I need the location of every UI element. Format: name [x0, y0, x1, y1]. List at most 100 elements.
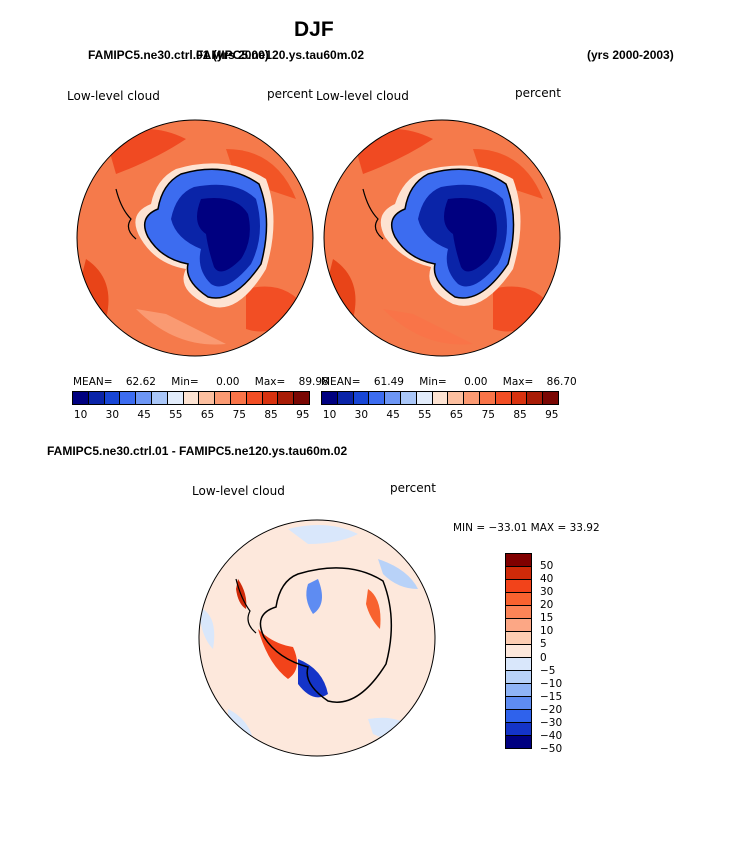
diff-colorbar-swatch — [506, 632, 531, 645]
colorbar-2-tick-label: 85 — [513, 409, 527, 421]
mean-label: MEAN= — [73, 376, 113, 388]
diff-colorbar-swatch — [506, 736, 531, 748]
max-label: Max= — [254, 376, 286, 388]
colorbar-1-swatch — [183, 392, 200, 404]
colorbar-2-swatch — [464, 392, 480, 404]
colorbar-1-swatch — [262, 392, 279, 404]
diff-colorbar-tick-label: 50 — [540, 560, 554, 573]
colorbar-2-swatch — [416, 392, 433, 404]
colorbar-1-tick-label: 55 — [169, 409, 183, 421]
diff-colorbar-tick-label: −30 — [540, 716, 563, 729]
colorbar-1-swatch — [151, 392, 168, 404]
colorbar-1-tick-label: 30 — [105, 409, 120, 421]
colorbar-2-swatch — [385, 392, 401, 404]
case-name-overlay: FAMIPC5.ne120.ys.tau60m.02 — [196, 48, 365, 62]
diff-colorbar-swatch — [506, 658, 531, 671]
page-title: DJF — [294, 18, 334, 41]
panel1-units-label: percent — [267, 87, 313, 101]
diff-colorbar-swatch — [506, 710, 531, 723]
colorbar-2-tick-label: 10 — [322, 409, 337, 421]
diff-minmax: MIN = −33.01 MAX = 33.92 — [453, 522, 600, 534]
colorbar-2-tick-label: 45 — [386, 409, 400, 421]
max-value: 89.98 — [298, 376, 329, 388]
polar-map-2 — [323, 119, 561, 357]
colorbar-1-swatch — [215, 392, 231, 404]
panel2-units-label: percent — [515, 86, 561, 100]
diff-colorbar-tick-label: 10 — [540, 625, 554, 638]
colorbar-2-tick-label: 55 — [418, 409, 432, 421]
mean-value: 62.62 — [125, 376, 156, 388]
colorbar-1-swatch — [73, 392, 89, 404]
colorbar-2-swatch — [353, 392, 370, 404]
diff-colorbar-swatch — [506, 619, 531, 632]
colorbar-2-swatch — [448, 392, 465, 404]
diff-colorbar — [505, 553, 532, 749]
colorbar-2-swatch — [543, 392, 558, 404]
colorbar-2-tick-label: 75 — [481, 409, 495, 421]
panel2-variable-label: Low-level cloud — [316, 89, 409, 103]
diff-colorbar-tick-label: −40 — [540, 729, 563, 742]
diff-colorbar-swatch — [506, 697, 531, 710]
colorbar-2-swatch — [527, 392, 544, 404]
colorbar-2-swatch — [495, 392, 512, 404]
diff-colorbar-tick-label: 30 — [540, 586, 554, 599]
case-name-left: FAMIPC5.ne30.ctrl.01 (yrs 2000) — [88, 48, 269, 62]
colorbar-1-swatch — [136, 392, 152, 404]
colorbar-2-swatch — [369, 392, 386, 404]
colorbar-2-swatch — [511, 392, 528, 404]
diff-colorbar-swatch — [506, 645, 531, 658]
diff-colorbar-swatch — [506, 606, 531, 619]
colorbar-1-tick-label: 85 — [264, 409, 278, 421]
diff-colorbar-swatch — [506, 593, 531, 606]
diff-colorbar-tick-label: 40 — [540, 573, 554, 586]
polar-map-diff — [198, 519, 436, 757]
colorbar-2-swatch — [337, 392, 354, 404]
colorbar-2-swatch — [479, 392, 496, 404]
diff-title: FAMIPC5.ne30.ctrl.01 - FAMIPC5.ne120.ys.… — [47, 444, 348, 458]
colorbar-1-tick-label: 95 — [296, 409, 310, 421]
colorbar-1-swatch — [246, 392, 263, 404]
diff-colorbar-swatch — [506, 554, 531, 567]
colorbar-2-swatch — [322, 392, 338, 404]
colorbar-1-tick-label: 45 — [137, 409, 151, 421]
colorbar-2-tick-label: 65 — [449, 409, 464, 421]
panel1-stats: MEAN= 62.62 Min= 0.00 Max= 89.98 — [73, 376, 329, 388]
diff-variable-label: Low-level cloud — [192, 484, 285, 498]
diff-colorbar-tick-label: −50 — [540, 743, 563, 755]
diff-colorbar-tick-label: 15 — [540, 612, 554, 625]
panel1-variable-label: Low-level cloud — [67, 89, 160, 103]
diff-colorbar-swatch — [506, 684, 531, 697]
diff-colorbar-tick-label: −20 — [540, 703, 563, 716]
diff-colorbar-swatch — [506, 580, 531, 593]
colorbar-1-swatch — [294, 392, 309, 404]
colorbar-1-tick-label: 75 — [232, 409, 246, 421]
colorbar-2-ticks: 10 30 45 55 65 75 85 95 — [321, 409, 559, 423]
diff-colorbar-swatch — [506, 567, 531, 580]
min-value: 0.00 — [216, 376, 240, 388]
colorbar-1-swatch — [88, 392, 105, 404]
colorbar-1-tick-label: 65 — [200, 409, 215, 421]
colorbar-2 — [321, 391, 559, 405]
colorbar-1-tick-label: 10 — [73, 409, 88, 421]
diff-colorbar-tick-label: 0 — [540, 651, 547, 664]
diff-colorbar-tick-label: −15 — [540, 690, 563, 703]
colorbar-1-swatch — [230, 392, 247, 404]
colorbar-1-swatch — [167, 392, 184, 404]
diff-colorbar-tick-label: 5 — [540, 638, 547, 651]
colorbar-1-swatch — [120, 392, 137, 404]
diff-colorbar-swatch — [506, 671, 531, 684]
diff-colorbar-swatch — [506, 723, 531, 736]
max-label: Max= — [502, 376, 534, 388]
polar-map-1 — [76, 119, 314, 357]
case-years: (yrs 2000-2003) — [587, 48, 674, 62]
colorbar-2-tick-label: 30 — [354, 409, 369, 421]
mean-value: 61.49 — [373, 376, 404, 388]
max-value: 86.70 — [546, 376, 577, 388]
mean-label: MEAN= — [321, 376, 361, 388]
diff-colorbar-tick-label: 20 — [540, 599, 554, 612]
colorbar-2-swatch — [432, 392, 449, 404]
diff-units-label: percent — [390, 481, 436, 495]
diff-colorbar-tick-label: −5 — [540, 664, 556, 677]
panel2-stats: MEAN= 61.49 Min= 0.00 Max= 86.70 — [321, 376, 577, 388]
colorbar-1-ticks: 10 30 45 55 65 75 85 95 — [72, 409, 310, 423]
